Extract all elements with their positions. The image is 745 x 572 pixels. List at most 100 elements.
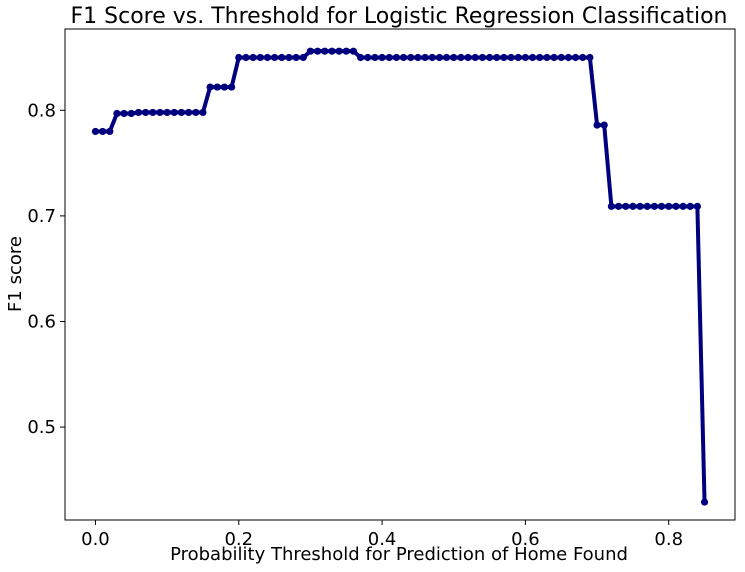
data-point bbox=[665, 202, 673, 210]
data-point bbox=[485, 53, 494, 62]
data-point bbox=[213, 83, 221, 91]
data-point bbox=[149, 108, 157, 117]
data-point bbox=[629, 202, 637, 210]
data-point bbox=[507, 53, 515, 62]
data-point bbox=[249, 53, 257, 62]
data-point bbox=[349, 47, 358, 55]
data-point bbox=[600, 121, 608, 129]
data-point bbox=[428, 53, 436, 62]
data-point bbox=[399, 53, 408, 62]
x-tick-label: 0.0 bbox=[81, 529, 110, 550]
data-point bbox=[170, 108, 178, 117]
data-point bbox=[493, 53, 501, 62]
data-point bbox=[471, 53, 479, 62]
data-point bbox=[614, 202, 623, 210]
data-point bbox=[457, 53, 465, 62]
data-point bbox=[700, 498, 709, 506]
data-point bbox=[356, 53, 365, 62]
data-point bbox=[113, 109, 121, 118]
data-point bbox=[177, 108, 186, 117]
data-point bbox=[192, 108, 200, 117]
y-tick-label: 0.7 bbox=[27, 206, 56, 227]
data-point bbox=[106, 127, 114, 136]
data-point bbox=[292, 53, 300, 62]
data-point bbox=[500, 53, 508, 62]
data-point bbox=[435, 53, 444, 62]
data-point bbox=[414, 53, 422, 62]
data-point bbox=[142, 108, 150, 117]
data-point bbox=[335, 47, 343, 55]
x-tick-label: 0.4 bbox=[368, 529, 397, 550]
data-point bbox=[285, 53, 293, 62]
data-point bbox=[163, 108, 171, 117]
chart-title: F1 Score vs. Threshold for Logistic Regr… bbox=[71, 4, 728, 29]
data-point bbox=[543, 53, 551, 62]
x-axis-title: Probability Threshold for Prediction of … bbox=[170, 544, 628, 565]
data-point bbox=[220, 83, 229, 91]
data-point bbox=[199, 108, 207, 117]
data-point bbox=[328, 47, 336, 55]
y-tick-label: 0.6 bbox=[27, 311, 56, 332]
x-tick-label: 0.8 bbox=[654, 529, 683, 550]
data-point bbox=[313, 47, 322, 55]
data-point bbox=[407, 53, 415, 62]
data-point bbox=[571, 53, 580, 62]
data-point bbox=[557, 53, 565, 62]
data-point bbox=[657, 202, 666, 210]
data-point bbox=[593, 121, 601, 129]
data-point bbox=[672, 202, 680, 210]
data-point bbox=[256, 53, 264, 62]
x-axis: 0.0 0.2 0.4 0.6 0.8 bbox=[81, 520, 683, 550]
y-tick-label: 0.8 bbox=[27, 100, 56, 121]
data-point bbox=[392, 53, 401, 62]
y-axis-title: F1 score bbox=[5, 236, 26, 312]
data-point bbox=[156, 108, 164, 117]
data-point bbox=[364, 53, 372, 62]
data-point bbox=[91, 127, 100, 136]
data-point bbox=[528, 53, 537, 62]
data-point bbox=[228, 83, 236, 91]
data-point bbox=[134, 108, 143, 117]
data-point bbox=[514, 53, 522, 62]
data-point bbox=[536, 53, 544, 62]
data-point bbox=[371, 53, 379, 62]
data-point bbox=[622, 202, 630, 210]
data-point bbox=[271, 53, 279, 62]
data-point bbox=[263, 53, 272, 62]
data-point bbox=[586, 53, 594, 62]
data-point bbox=[242, 53, 250, 62]
data-point bbox=[342, 47, 350, 55]
data-point bbox=[235, 53, 243, 62]
data-point bbox=[99, 127, 107, 136]
data-point bbox=[378, 53, 386, 62]
x-tick-label: 0.6 bbox=[511, 529, 540, 550]
data-point bbox=[299, 53, 307, 62]
data-point bbox=[564, 53, 573, 62]
data-point bbox=[421, 53, 429, 62]
data-point bbox=[278, 53, 286, 62]
data-point bbox=[306, 47, 315, 55]
data-point bbox=[643, 202, 651, 210]
data-point bbox=[321, 47, 329, 55]
data-point bbox=[579, 53, 587, 62]
plot-frame bbox=[64, 28, 736, 521]
data-point bbox=[650, 202, 658, 210]
data-point bbox=[385, 53, 393, 62]
data-point bbox=[478, 53, 487, 62]
y-tick-label: 0.5 bbox=[27, 417, 56, 438]
data-point bbox=[450, 53, 458, 62]
data-point bbox=[550, 53, 558, 62]
data-point bbox=[185, 108, 193, 117]
data-point bbox=[464, 53, 472, 62]
plot-layer bbox=[91, 47, 709, 506]
data-point bbox=[127, 109, 135, 118]
data-point bbox=[686, 202, 694, 210]
data-point bbox=[607, 202, 615, 210]
data-point bbox=[693, 202, 701, 210]
x-tick-label: 0.2 bbox=[224, 529, 253, 550]
data-point bbox=[521, 53, 530, 62]
y-axis: 0.5 0.6 0.7 0.8 bbox=[27, 100, 65, 438]
data-point bbox=[206, 83, 214, 91]
